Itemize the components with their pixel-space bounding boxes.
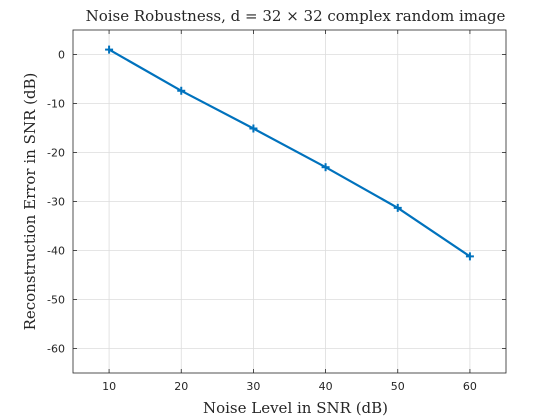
- series-line-0: [108, 48, 471, 258]
- chart-title: Noise Robustness, d = 32 × 32 complex ra…: [86, 7, 506, 25]
- y-tick-label-2: -20: [47, 147, 65, 160]
- data-point-0-3: [321, 163, 330, 172]
- x-tick-label-5: 60: [463, 380, 477, 393]
- y-tick-label-0: 0: [58, 49, 65, 62]
- series: [105, 45, 474, 261]
- x-tick-label-2: 30: [246, 380, 260, 393]
- y-tick-label-1: -10: [47, 98, 65, 111]
- data-point-0-0: [105, 45, 114, 54]
- data-point-0-2: [249, 124, 258, 133]
- data-point-0-4: [393, 203, 402, 212]
- y-tick-label-5: -50: [47, 294, 65, 307]
- y-axis-label: Reconstruction Error in SNR (dB): [21, 73, 39, 331]
- data-point-0-1: [177, 86, 186, 95]
- x-axis-label: Noise Level in SNR (dB): [203, 399, 388, 417]
- x-tick-label-0: 10: [102, 380, 116, 393]
- tick-labels: 10 20 30 40 50 60 0 -10 -20 -30 -40 -50 -60: [47, 49, 477, 394]
- x-tick-label-3: 40: [319, 380, 333, 393]
- data-point-0-5: [465, 252, 474, 261]
- x-tick-label-4: 50: [391, 380, 405, 393]
- y-tick-label-6: -60: [47, 343, 65, 356]
- y-tick-label-3: -30: [47, 196, 65, 209]
- x-tick-label-1: 20: [174, 380, 188, 393]
- grid: [73, 30, 506, 373]
- axes: [72, 29, 507, 374]
- y-tick-label-4: -40: [47, 245, 65, 258]
